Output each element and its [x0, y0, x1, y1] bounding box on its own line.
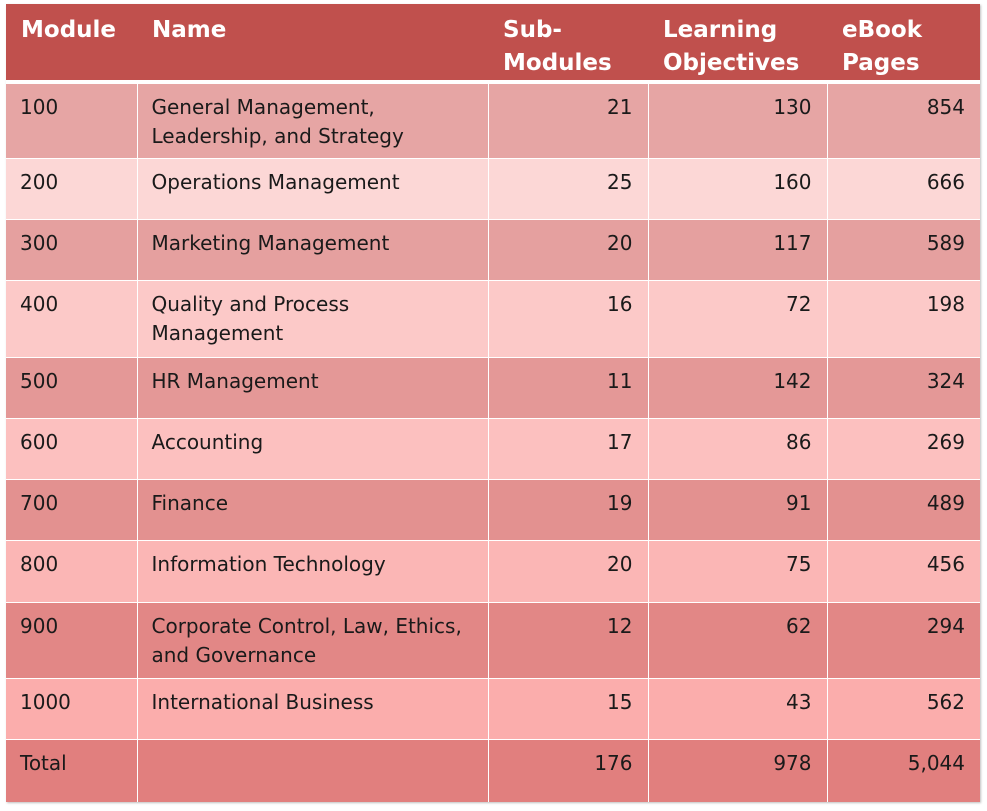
cell-ebook-pages: 5,044	[826, 739, 980, 802]
header-learning-objectives: Learning Objectives	[648, 4, 827, 84]
cell-name: Marketing Management	[136, 219, 488, 281]
cell-learning-objectives: 62	[647, 601, 827, 679]
cell-sub-modules: 17	[487, 417, 648, 480]
cell-name: Corporate Control, Law, Ethics, and Gover…	[136, 601, 488, 679]
cell-module: 900	[6, 601, 137, 679]
cell-learning-objectives: 72	[647, 280, 827, 358]
table-row: 1000 International Business 15 43 562	[6, 677, 980, 740]
table-row: 300 Marketing Management 20 117 589	[6, 219, 980, 281]
cell-sub-modules: 19	[487, 479, 648, 541]
cell-name: Quality and Process Management	[136, 280, 488, 358]
cell-sub-modules: 15	[487, 677, 648, 740]
cell-module: 100	[6, 81, 137, 159]
cell-sub-modules: 11	[487, 356, 648, 419]
cell-ebook-pages: 198	[826, 280, 980, 358]
cell-ebook-pages: 489	[826, 479, 980, 541]
cell-sub-modules: 12	[487, 601, 648, 679]
table-row: 100 General Management, Leadership, and S…	[6, 81, 980, 159]
cell-learning-objectives: 86	[647, 417, 827, 480]
modules-table: Module Name Sub- Modules Learning Objectiv…	[6, 4, 980, 802]
cell-learning-objectives: 130	[647, 81, 827, 159]
cell-name: Finance	[136, 479, 488, 541]
cell-ebook-pages: 562	[826, 677, 980, 740]
cell-module: Total	[6, 739, 137, 802]
cell-module: 200	[6, 157, 137, 220]
cell-learning-objectives: 43	[647, 677, 827, 740]
table-row: 800 Information Technology 20 75 456	[6, 540, 980, 603]
cell-sub-modules: 25	[487, 157, 648, 220]
cell-learning-objectives: 117	[647, 219, 827, 281]
cell-module: 800	[6, 540, 137, 603]
table-row: 900 Corporate Control, Law, Ethics, and G…	[6, 601, 980, 679]
header-module: Module	[6, 4, 137, 84]
total-row: Total 176 978 5,044	[6, 739, 980, 802]
cell-name: HR Management	[136, 356, 488, 419]
cell-module: 600	[6, 417, 137, 480]
cell-name	[136, 739, 488, 802]
cell-sub-modules: 16	[487, 280, 648, 358]
cell-learning-objectives: 142	[647, 356, 827, 419]
table-row: 200 Operations Management 25 160 666	[6, 157, 980, 220]
cell-sub-modules: 176	[487, 739, 648, 802]
cell-name: Accounting	[136, 417, 488, 480]
cell-ebook-pages: 269	[826, 417, 980, 480]
cell-ebook-pages: 294	[826, 601, 980, 679]
header-name: Name	[137, 4, 488, 84]
cell-ebook-pages: 589	[826, 219, 980, 281]
cell-module: 500	[6, 356, 137, 419]
table-row: 400 Quality and Process Management 16 72 …	[6, 280, 980, 358]
cell-learning-objectives: 91	[647, 479, 827, 541]
cell-module: 400	[6, 280, 137, 358]
cell-learning-objectives: 75	[647, 540, 827, 603]
cell-sub-modules: 20	[487, 540, 648, 603]
table-row: 700 Finance 19 91 489	[6, 479, 980, 541]
cell-module: 300	[6, 219, 137, 281]
cell-ebook-pages: 456	[826, 540, 980, 603]
table-row: 500 HR Management 11 142 324	[6, 356, 980, 419]
cell-ebook-pages: 666	[826, 157, 980, 220]
header-row: Module Name Sub- Modules Learning Objectiv…	[6, 4, 980, 84]
cell-name: Operations Management	[136, 157, 488, 220]
header-ebook-pages: eBook Pages	[827, 4, 980, 84]
cell-sub-modules: 20	[487, 219, 648, 281]
cell-module: 1000	[6, 677, 137, 740]
cell-module: 700	[6, 479, 137, 541]
cell-name: International Business	[136, 677, 488, 740]
cell-name: Information Technology	[136, 540, 488, 603]
header-sub-modules: Sub- Modules	[488, 4, 648, 84]
cell-ebook-pages: 854	[826, 81, 980, 159]
cell-sub-modules: 21	[487, 81, 648, 159]
cell-name: General Management, Leadership, and Strat…	[136, 81, 488, 159]
cell-ebook-pages: 324	[826, 356, 980, 419]
cell-learning-objectives: 978	[647, 739, 827, 802]
table-row: 600 Accounting 17 86 269	[6, 417, 980, 480]
cell-learning-objectives: 160	[647, 157, 827, 220]
